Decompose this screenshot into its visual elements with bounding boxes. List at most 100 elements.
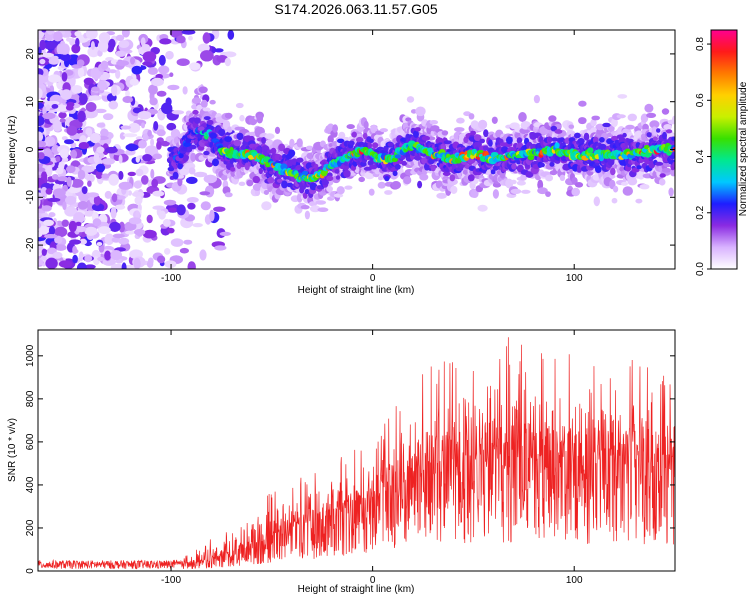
heatmap-cell [125, 143, 139, 151]
heatmap-cell [150, 77, 164, 87]
heatmap-cell [162, 218, 171, 227]
heatmap-cell [104, 233, 115, 245]
heatmap-cell [222, 51, 237, 58]
heatmap-cell [156, 129, 166, 137]
heatmap-cell [171, 110, 185, 115]
heatmap-cell [69, 239, 82, 245]
heatmap-cell [261, 201, 272, 211]
heatmap-cell [188, 167, 196, 175]
heatmap-cell [108, 69, 117, 74]
heatmap-cell [48, 58, 60, 65]
heatmap-cell [90, 41, 95, 50]
heatmap-cell [450, 185, 458, 194]
heatmap-cell [66, 176, 72, 187]
heatmap-cell [346, 124, 355, 130]
heatmap-cell [144, 145, 159, 157]
heatmap-cell [38, 131, 44, 142]
heatmap-cell [61, 72, 68, 82]
heatmap-cell [198, 126, 205, 132]
heatmap-cell [52, 31, 63, 42]
heatmap-cell [607, 158, 615, 166]
heatmap-cell [661, 108, 670, 115]
heatmap-cell [392, 170, 398, 177]
heatmap-cell [176, 58, 190, 66]
heatmap-cell [41, 205, 52, 212]
heatmap-cell [344, 185, 353, 190]
heatmap-cell [467, 174, 475, 182]
heatmap-cell [108, 38, 116, 49]
heatmap-cell [456, 117, 465, 124]
heatmap-cell [149, 97, 158, 106]
heatmap-cell [60, 53, 71, 62]
heatmap-cell [338, 131, 346, 140]
heatmap-cell [100, 60, 109, 70]
heatmap-cell [43, 41, 57, 50]
heatmap-cell [176, 204, 186, 216]
heatmap-cell [490, 169, 496, 175]
heatmap-cell [56, 167, 64, 175]
heatmap-cell [53, 188, 66, 198]
heatmap-cell [121, 30, 130, 38]
heatmap-cell [551, 137, 559, 142]
heatmap-cell [274, 126, 281, 134]
heatmap-cell [52, 119, 62, 132]
heatmap-cell [142, 133, 149, 142]
heatmap-cell [96, 122, 106, 128]
heatmap-cell [627, 113, 637, 122]
heatmap-cell [61, 219, 69, 227]
heatmap-cell [115, 195, 126, 200]
heatmap-cell [300, 205, 310, 210]
heatmap-cell [443, 140, 452, 145]
heatmap-cell [368, 188, 375, 196]
heatmap-cell [179, 168, 190, 176]
heatmap-cell [537, 179, 544, 190]
heatmap-cell [356, 136, 364, 143]
heatmap-cell [150, 138, 155, 147]
heatmap-cell [214, 245, 227, 251]
heatmap-cell [75, 221, 82, 226]
heatmap-cell [169, 72, 174, 77]
heatmap-cell [235, 102, 244, 109]
heatmap-cell [41, 171, 48, 180]
heatmap-cell [343, 169, 351, 178]
heatmap-cell [568, 124, 575, 129]
heatmap-cell [48, 212, 56, 218]
heatmap-cell [367, 141, 373, 149]
heatmap-cell [159, 38, 172, 45]
heatmap-cell [571, 187, 580, 197]
heatmap-cell [39, 58, 46, 65]
heatmap-cell [578, 117, 587, 125]
heatmap-cell [419, 173, 429, 181]
heatmap-cell [151, 178, 159, 188]
heatmap-cell [511, 163, 517, 170]
heatmap-cell [65, 104, 74, 111]
heatmap-cell [199, 249, 207, 261]
heatmap-cell [224, 112, 233, 119]
heatmap-cell [59, 43, 70, 55]
heatmap-cell [42, 106, 47, 115]
heatmap-cell [188, 35, 193, 41]
heatmap-cell [167, 227, 175, 234]
heatmap-cell [491, 116, 498, 125]
heatmap-cell [394, 163, 401, 170]
heatmap-cell [45, 188, 53, 195]
heatmap-cell [101, 173, 110, 179]
heatmap-cell [506, 136, 513, 145]
heatmap-cell [337, 138, 345, 144]
heatmap-cell [203, 174, 217, 184]
heatmap-cell [218, 128, 226, 137]
heatmap-cell [38, 222, 41, 229]
heatmap-cell [658, 178, 666, 186]
heatmap-cell [583, 132, 590, 141]
heatmap-cell [64, 139, 74, 145]
heatmap-cell [186, 197, 199, 203]
heatmap-cell [44, 234, 58, 239]
heatmap-cell [81, 186, 88, 195]
heatmap-cell [108, 173, 119, 186]
heatmap-cell [39, 39, 46, 51]
heatmap-cell [132, 107, 142, 114]
heatmap-cell [93, 195, 101, 206]
heatmap-cell [577, 138, 585, 145]
heatmap-cell [70, 178, 84, 188]
heatmap-cell [358, 176, 366, 183]
